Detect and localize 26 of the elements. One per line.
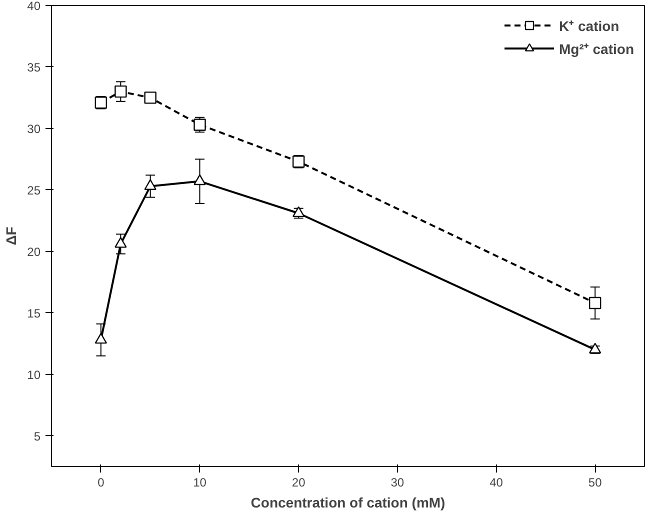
x-tick-label: 50 [588, 476, 602, 490]
point [144, 179, 156, 190]
y-tick-label: 40 [27, 0, 41, 13]
point [114, 237, 127, 248]
legend-label: Mg²⁺ cation [559, 40, 634, 58]
point [194, 174, 206, 186]
y-tick-label: 20 [27, 244, 41, 259]
y-tick-label: 5 [34, 429, 41, 444]
y-tick-label: 35 [27, 60, 41, 74]
legend-label: K⁺ cation [559, 16, 620, 34]
y-tick-label: 30 [27, 122, 41, 136]
y-tick-label: 25 [27, 183, 41, 198]
x-tick-label: 40 [490, 476, 504, 490]
y-axis-title: ΔF [3, 226, 20, 246]
point [144, 92, 156, 104]
point [588, 296, 602, 310]
x-axis-title: Concentration of cation (mM) [250, 494, 446, 510]
x-tick-label: 10 [193, 476, 207, 490]
point [588, 342, 602, 354]
x-tick-label: 0 [98, 476, 105, 490]
point [94, 332, 108, 344]
y-tick-label: 10 [27, 368, 41, 382]
x-tick-label: 30 [390, 476, 404, 490]
y-tick-label: 15 [27, 306, 41, 320]
point [114, 85, 127, 98]
x-tick-label: 20 [292, 476, 306, 490]
